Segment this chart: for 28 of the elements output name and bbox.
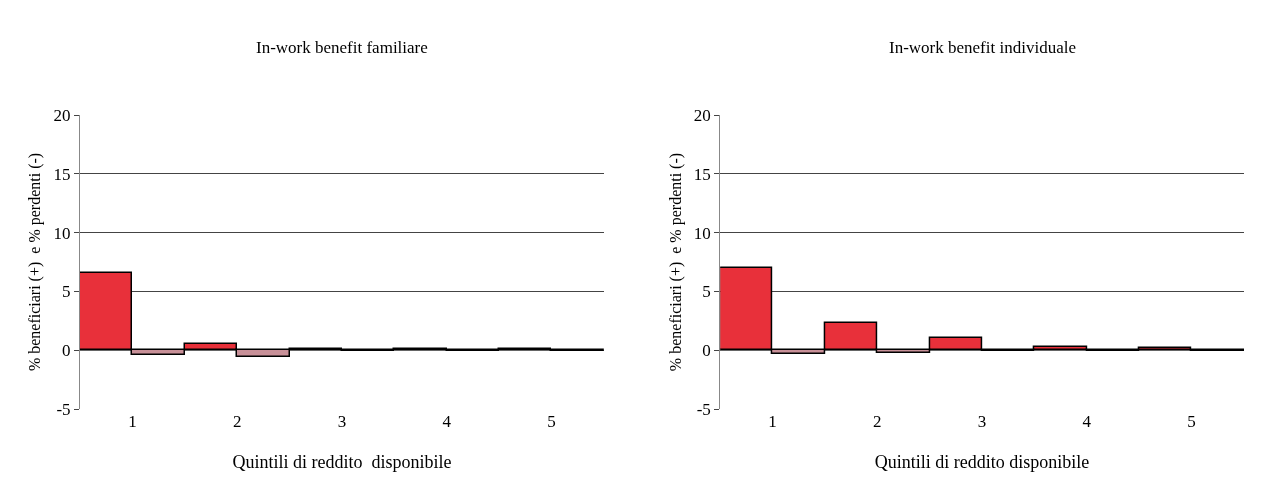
x-axis-title: Quintili di reddito disponibile [874, 452, 1090, 473]
y-tick-label: 5 [702, 282, 711, 302]
y-tick-label: 5 [62, 282, 71, 302]
y-tick-label: 0 [62, 341, 71, 361]
x-tick-label: 5 [547, 412, 556, 431]
x-tick-label: 2 [232, 412, 242, 431]
x-tick-label: 4 [442, 412, 452, 431]
chart-title: In-work benefit individuale [889, 38, 1076, 57]
y-tick-label: 10 [693, 223, 711, 243]
x-tick-label: 1 [768, 412, 777, 431]
y-tick-label: 20 [693, 105, 711, 125]
x-axis-title: Quintili di reddito disponibile [232, 452, 452, 473]
y-tick-label: -5 [56, 399, 71, 419]
y-axis-title: % beneficiari (+) e % perdenti (-) [26, 152, 45, 372]
y-tick-label: -5 [696, 399, 711, 419]
x-tick-label: 1 [128, 412, 137, 431]
x-tick-label: 4 [1082, 412, 1092, 431]
x-tick-label: 3 [337, 412, 347, 431]
y-tick-label: 10 [53, 223, 71, 243]
y-axis-title: % beneficiari (+) e % perdenti (-) [666, 152, 685, 372]
y-tick-label: 0 [702, 341, 711, 361]
x-tick-label: 5 [1187, 412, 1196, 431]
chart-title: In-work benefit familiare [256, 38, 428, 57]
x-tick-label: 3 [977, 412, 987, 431]
y-tick-label: 20 [53, 105, 71, 125]
x-tick-label: 2 [873, 412, 882, 431]
y-tick-label: 15 [693, 164, 711, 184]
y-tick-label: 15 [53, 164, 71, 184]
